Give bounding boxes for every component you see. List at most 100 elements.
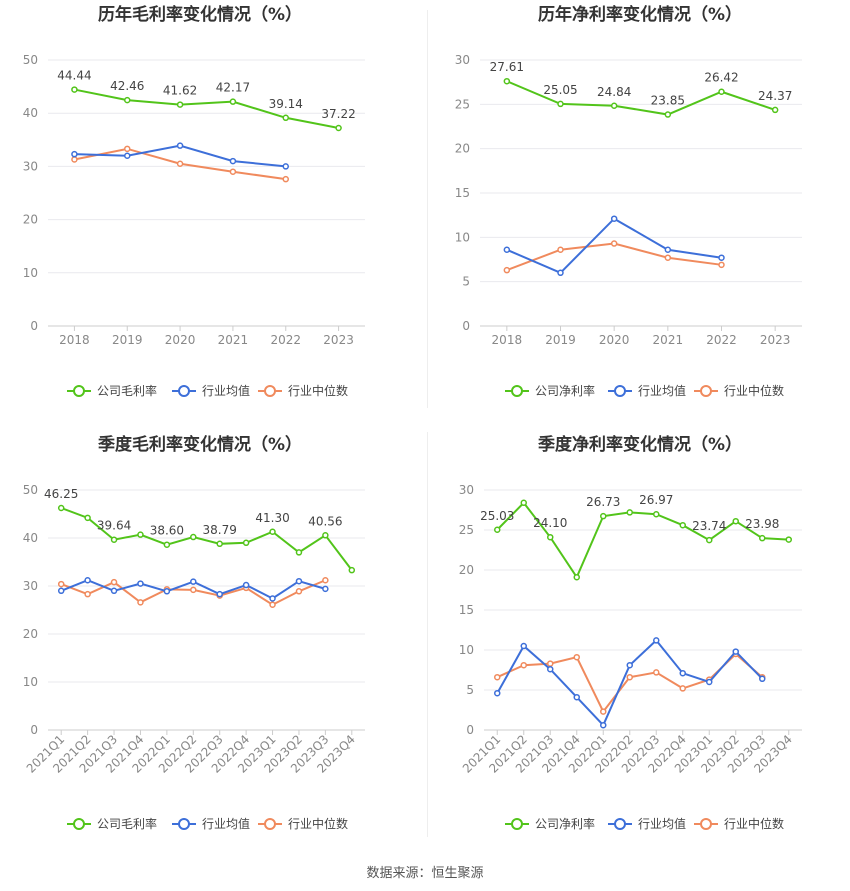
y-tick-label: 20 — [23, 627, 38, 641]
data-point-industry-average — [295, 577, 303, 585]
series-line-industry-median — [506, 242, 722, 272]
data-point-industry-average — [84, 576, 91, 584]
y-tick-label: 10 — [459, 643, 474, 657]
y-tick-label: 5 — [462, 275, 470, 289]
data-point-industry-average — [137, 580, 144, 587]
legend-label-industry-average: 行业均值 — [202, 383, 250, 398]
data-point-industry-median — [190, 586, 197, 594]
data-point-company — [520, 499, 527, 507]
data-point-industry-median — [322, 576, 329, 584]
legend-marker-industry-average — [614, 385, 626, 397]
data-point-industry-median — [547, 660, 554, 667]
data-label: 24.84 — [597, 85, 631, 99]
legend-marker-industry-average — [178, 385, 190, 397]
y-tick-label: 0 — [462, 319, 470, 333]
data-point-company — [282, 114, 289, 122]
data-point-industry-average — [759, 675, 766, 683]
y-tick-label: 0 — [30, 319, 38, 333]
legend-marker-company — [511, 385, 523, 397]
series-line-industry-average — [496, 638, 763, 727]
y-tick-label: 30 — [459, 483, 474, 497]
data-point-company — [71, 86, 78, 93]
data-point-industry-median — [653, 669, 660, 676]
legend-marker-industry-median — [264, 385, 276, 397]
data-point-industry-average — [610, 215, 618, 222]
y-tick-label: 10 — [23, 266, 38, 280]
data-point-industry-median — [557, 246, 564, 253]
data-label: 26.97 — [639, 493, 673, 507]
legend-marker-industry-median — [264, 818, 276, 830]
legend-label-industry-median: 行业中位数 — [288, 383, 348, 398]
data-point-company — [57, 504, 65, 512]
annual-gross-margin-chart: 历年毛利率变化情况（%） 0 10 20 30 40 50 2018 2019 2020 2021 2… — [23, 4, 365, 398]
data-point-industry-average — [282, 163, 289, 170]
data-point-industry-median — [679, 685, 686, 692]
data-point-company — [137, 531, 144, 538]
data-point-company — [269, 528, 276, 536]
data-point-industry-median — [610, 240, 618, 247]
data-label: 23.98 — [745, 517, 779, 531]
data-point-industry-average — [57, 587, 65, 595]
legend-label-industry-median: 行业中位数 — [724, 383, 784, 398]
y-tick-label: 5 — [466, 683, 474, 697]
data-point-industry-median — [295, 588, 303, 595]
data-point-company — [732, 517, 739, 525]
data-point-industry-median — [664, 254, 672, 261]
data-point-industry-average — [679, 669, 686, 677]
data-point-industry-median — [626, 673, 633, 681]
y-tick-label: 40 — [23, 106, 38, 120]
data-label: 41.62 — [163, 84, 197, 98]
data-label: 26.73 — [586, 495, 620, 509]
data-label: 39.14 — [269, 97, 303, 111]
y-tick-label: 15 — [455, 186, 470, 200]
x-tick-label: 2022 — [270, 333, 301, 347]
data-point-industry-average — [229, 157, 237, 165]
legend-label-company: 公司净利率 — [535, 383, 595, 398]
data-point-company — [295, 549, 303, 556]
data-point-company — [759, 534, 766, 542]
x-tick-label: 2018 — [59, 333, 90, 347]
data-point-industry-average — [216, 590, 223, 598]
y-tick-label: 30 — [23, 159, 38, 173]
data-point-industry-average — [269, 595, 276, 602]
y-tick-label: 20 — [23, 213, 38, 227]
data-point-industry-median — [494, 673, 501, 681]
y-tick-label: 25 — [455, 97, 470, 111]
legend-marker-company — [511, 818, 523, 830]
legend-marker-industry-median — [700, 385, 712, 397]
data-point-industry-average — [706, 678, 713, 686]
data-point-company — [322, 532, 329, 539]
data-point-industry-median — [718, 261, 725, 269]
y-tick-label: 20 — [455, 142, 470, 156]
legend-label-industry-average: 行业均值 — [638, 816, 686, 831]
data-point-company — [190, 533, 197, 541]
data-label: 25.03 — [480, 509, 514, 523]
data-point-company — [348, 566, 356, 574]
annual-net-margin-chart: 历年净利率变化情况（%） 0 5 10 15 20 25 30 2018 2019 2020 2021… — [455, 4, 802, 398]
data-point-industry-average — [190, 578, 197, 585]
x-tick-label: 2020 — [165, 333, 196, 347]
legend-marker-company — [73, 818, 85, 830]
data-point-industry-average — [547, 665, 554, 673]
data-point-industry-average — [573, 693, 580, 701]
data-point-company — [335, 124, 342, 132]
data-point-company — [176, 101, 184, 108]
legend-marker-industry-median — [700, 818, 712, 830]
data-point-company — [110, 536, 118, 543]
data-point-industry-median — [124, 145, 131, 153]
quarterly-net-margin-chart: 季度净利率变化情况（%）0510152025302021Q12021Q22021… — [459, 434, 802, 831]
x-tick-label: 2021 — [653, 333, 684, 347]
data-point-industry-median — [520, 661, 527, 669]
data-point-industry-median — [84, 590, 91, 598]
data-point-company — [664, 111, 672, 118]
vertical-divider-top — [427, 10, 428, 408]
data-label: 27.61 — [490, 60, 524, 74]
data-label: 42.46 — [110, 79, 144, 93]
y-tick-label: 40 — [23, 531, 38, 545]
legend-label-company: 公司毛利率 — [97, 816, 157, 831]
data-point-industry-median — [269, 601, 276, 608]
data-point-company — [503, 77, 511, 85]
data-point-company — [653, 510, 660, 518]
data-label: 46.25 — [44, 487, 78, 501]
data-point-company — [163, 541, 171, 548]
